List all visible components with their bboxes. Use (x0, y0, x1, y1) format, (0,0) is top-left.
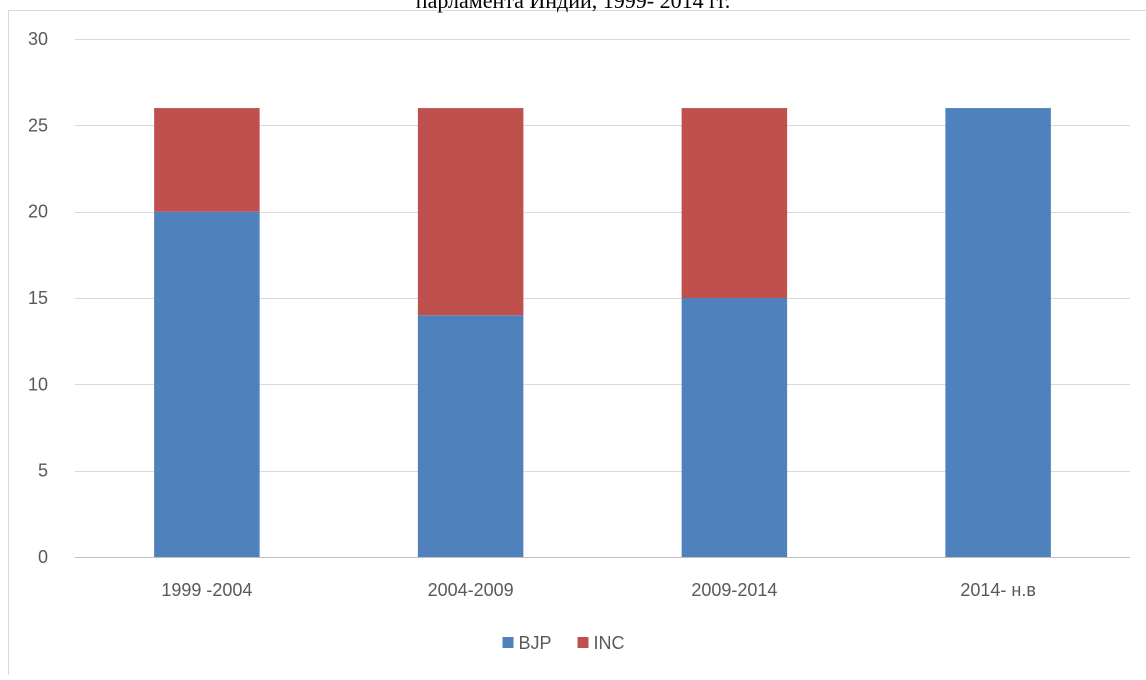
axis-labels: 0 5 10 15 20 25 30 1999 -2004 2004-2009 2009-2014… (28, 29, 1036, 600)
bar-segment-bjp (417, 315, 524, 557)
legend-swatch-inc (577, 637, 589, 648)
x-tick-label: 2009-2014 (691, 580, 777, 600)
y-tick-label: 20 (28, 202, 48, 222)
legend-swatch-bjp (502, 637, 514, 648)
legend-label-bjp: BJP (519, 633, 552, 653)
y-tick-label: 5 (38, 461, 48, 481)
bars (154, 108, 1051, 558)
legend-label-inc: INC (594, 633, 625, 653)
y-tick-label: 0 (38, 547, 48, 567)
bar-segment-bjp (154, 211, 260, 557)
x-tick-label: 1999 -2004 (161, 580, 252, 600)
y-tick-label: 25 (28, 115, 48, 135)
legend: BJP INC (502, 633, 625, 653)
x-tick-label: 2014- н.в (960, 580, 1036, 600)
y-tick-label: 15 (28, 288, 48, 308)
y-tick-label: 10 (28, 374, 48, 394)
y-tick-label: 30 (28, 29, 48, 49)
bar-segment-inc (417, 108, 524, 316)
bar-segment-bjp (945, 108, 1051, 558)
bar-segment-inc (681, 108, 788, 298)
x-tick-label: 2004-2009 (428, 580, 514, 600)
bar-segment-inc (154, 108, 260, 212)
bar-segment-bjp (681, 298, 788, 557)
chart-title: парламента Индии, 1999- 2014 гг. (415, 0, 731, 13)
